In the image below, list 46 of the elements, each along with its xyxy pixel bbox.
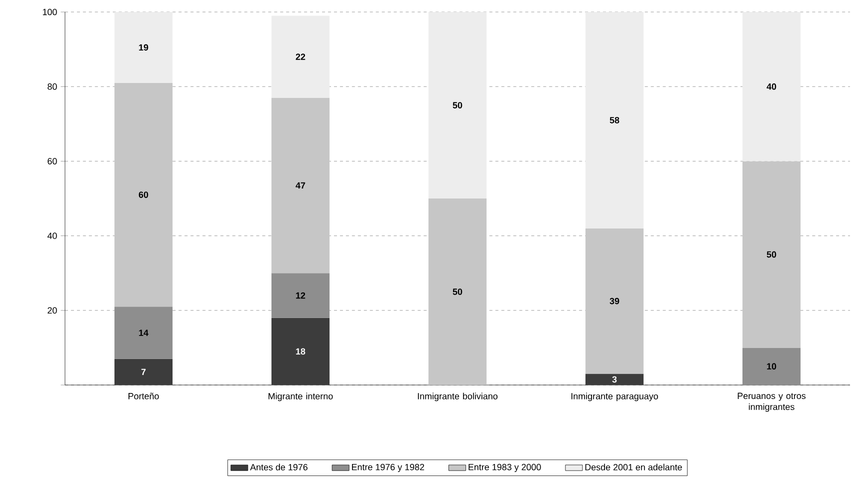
data-label: 10 (767, 363, 776, 370)
bar (114, 306, 173, 359)
bar (585, 12, 644, 228)
data-label: 58 (610, 116, 620, 124)
legend-label: Antes de 1976 (250, 464, 308, 470)
data-label: 50 (452, 102, 462, 108)
bar (742, 348, 801, 385)
bar (271, 273, 330, 318)
legend-label: Desde 2001 en adelante (585, 464, 682, 470)
data-label: 50 (452, 288, 462, 295)
y-tick-label: 80 (48, 83, 57, 90)
x-tick-label: Inmigrante paraguayo (571, 392, 658, 402)
data-label: 60 (138, 192, 148, 198)
legend-label: Entre 1983 y 2000 (468, 464, 541, 472)
bar (585, 228, 644, 374)
bar (114, 82, 173, 307)
x-tick-label: Peruanos y otros inmigrantes (738, 392, 806, 412)
bar (114, 12, 173, 83)
y-tick-label: 60 (48, 158, 57, 164)
data-label: 18 (296, 348, 306, 355)
data-label: 47 (296, 182, 306, 189)
data-label: 3 (612, 376, 617, 383)
data-label: 7 (141, 368, 146, 376)
bar (271, 318, 330, 385)
data-label: 22 (296, 54, 306, 60)
bar (428, 198, 487, 385)
y-tick-label: 100 (42, 8, 57, 16)
y-tick-label: 40 (47, 232, 57, 239)
data-label: 19 (139, 44, 148, 51)
x-tick-label: Migrante interno (268, 392, 333, 402)
bar (742, 161, 801, 348)
bar (428, 12, 487, 198)
y-tick-label: 20 (48, 307, 57, 314)
bar (585, 374, 644, 385)
data-label: 40 (766, 83, 776, 90)
x-tick-label: Inmigrante boliviano (418, 392, 498, 402)
legend-label: Entre 1976 y 1982 (352, 464, 424, 472)
x-tick-label: Porteño (128, 392, 159, 400)
bar (114, 358, 173, 385)
data-label: 14 (139, 330, 148, 336)
bar (742, 12, 801, 162)
data-label: 39 (610, 298, 620, 304)
bar (271, 16, 330, 98)
data-label: 50 (766, 251, 776, 258)
bar (271, 98, 330, 274)
data-label: 12 (296, 292, 306, 299)
